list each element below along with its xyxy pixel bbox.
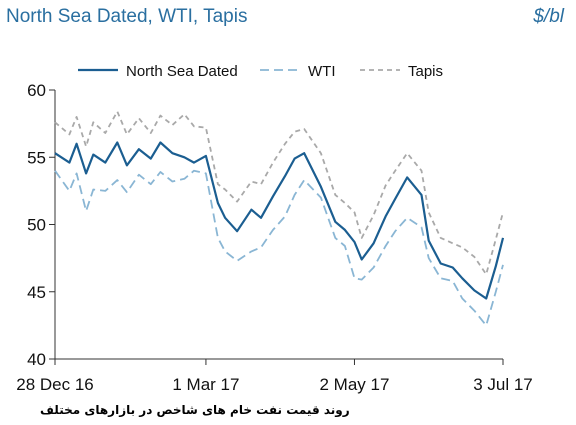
y-tick-label: 40: [27, 350, 46, 369]
series-line-wti: [54, 169, 504, 327]
legend-label: Tapis: [408, 63, 443, 80]
y-tick-label: 45: [27, 283, 46, 302]
y-tick-label: 60: [27, 81, 46, 100]
chart-caption: روند قیمت نفت خام های شاخص در بازارهای م…: [40, 403, 350, 417]
legend-label: North Sea Dated: [126, 63, 238, 80]
y-tick-label: 55: [27, 148, 46, 167]
unit-label: $/bl: [533, 6, 564, 27]
plot-area: [54, 110, 505, 327]
series-line-tapis: [54, 110, 504, 276]
x-tick-label: 3 Jul 17: [473, 375, 533, 394]
x-tick-label: 1 Mar 17: [172, 375, 239, 394]
chart-legend: North Sea Dated WTI Tapis: [78, 63, 443, 80]
chart-axes: 40 45 50 55 60 28 Dec 16 1 Mar 17 2 May 17 3 Jul…: [16, 81, 533, 394]
y-tick-label: 50: [27, 216, 46, 235]
x-tick-label: 2 May 17: [319, 375, 389, 394]
chart-title: North Sea Dated, WTI, Tapis: [6, 6, 248, 27]
legend-label: WTI: [308, 63, 336, 80]
x-tick-label: 28 Dec 16: [16, 375, 94, 394]
series-line-north-sea-dated: [54, 141, 505, 300]
